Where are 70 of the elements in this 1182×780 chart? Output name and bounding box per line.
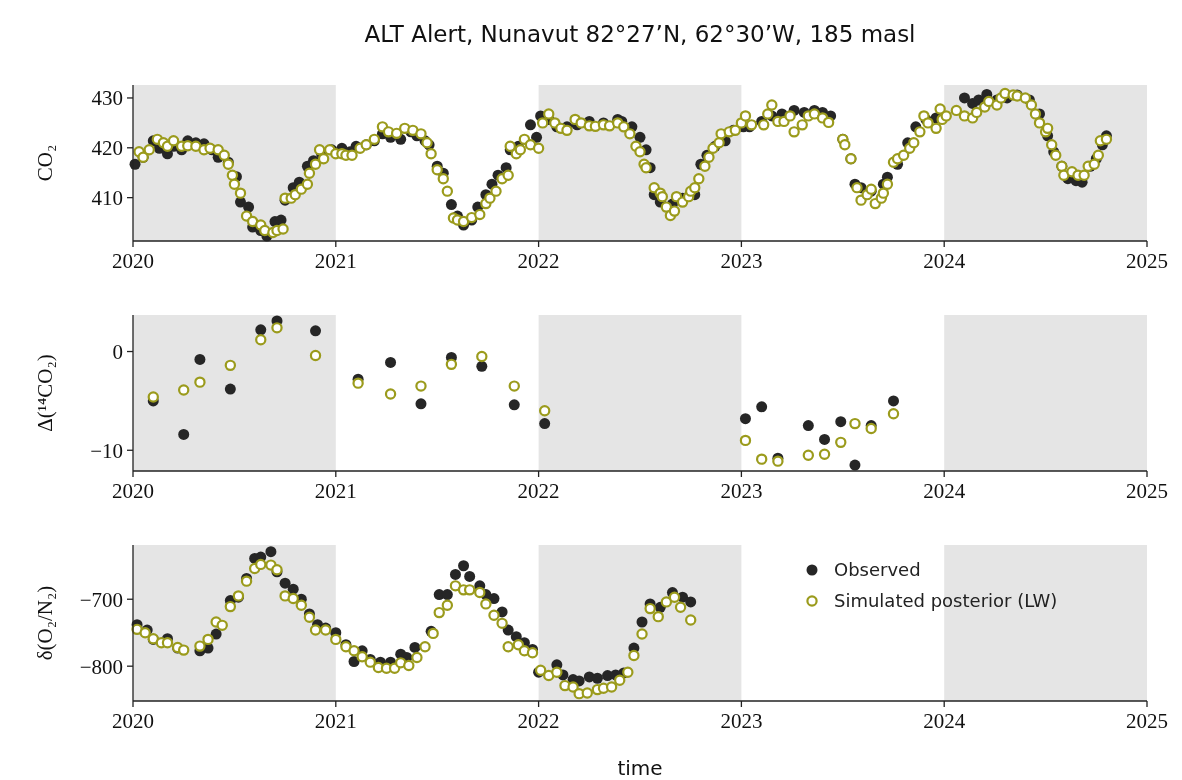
x-tick-label: 2022: [517, 479, 560, 503]
point: [835, 416, 847, 428]
x-tick-label: 2022: [517, 249, 560, 273]
point: [255, 333, 267, 346]
point: [755, 453, 768, 465]
x-tick-label: 2024: [923, 249, 966, 273]
point: [802, 420, 814, 432]
point: [255, 324, 267, 336]
legend-label: Simulated posterior (LW): [834, 590, 1058, 612]
x-tick-label: 2021: [314, 479, 357, 503]
point: [352, 377, 364, 389]
point: [818, 448, 831, 460]
point: [476, 360, 488, 372]
point: [147, 391, 159, 403]
x-tick-label: 2024: [923, 479, 966, 503]
point: [819, 433, 831, 445]
x-tick-label: 2023: [720, 709, 763, 733]
point: [739, 413, 751, 425]
point: [271, 322, 283, 334]
point: [415, 380, 427, 392]
y-axis-title: CO₂: [33, 144, 57, 182]
point: [194, 353, 206, 365]
point: [385, 356, 397, 368]
point: [178, 428, 190, 440]
point: [445, 358, 458, 371]
x-tick-label: 2024: [923, 709, 966, 733]
point: [756, 401, 768, 413]
point: [849, 417, 861, 430]
point: [310, 325, 322, 337]
chart-title: ALT Alert, Nunavut 82°27’N, 62°30’W, 185 masl: [364, 21, 916, 47]
point: [508, 380, 520, 392]
point: [538, 405, 551, 417]
point: [194, 376, 206, 388]
point: [739, 434, 752, 447]
x-axis-title: time: [617, 756, 663, 780]
y-tick-label: 430: [91, 86, 123, 111]
x-tick-label: 2021: [314, 249, 357, 273]
y-axis-title: δ(O₂/N₂): [33, 585, 57, 661]
x-tick-label: 2023: [720, 479, 763, 503]
x-tick-label: 2025: [1126, 709, 1168, 733]
x-tick-label: 2020: [112, 709, 154, 733]
y-tick-label: −800: [79, 654, 123, 679]
x-tick-label: 2020: [112, 479, 154, 503]
point: [415, 398, 427, 410]
y-tick-label: 0: [112, 339, 123, 364]
point: [224, 383, 236, 395]
point: [539, 418, 551, 430]
point: [476, 350, 488, 363]
y-tick-label: 420: [91, 136, 123, 161]
point: [384, 388, 397, 400]
x-tick-label: 2025: [1126, 479, 1168, 503]
y-axis-title: Δ(¹⁴CO₂): [33, 354, 57, 432]
point: [888, 395, 899, 407]
point: [309, 349, 322, 362]
x-tick-label: 2023: [720, 249, 763, 273]
point: [802, 449, 815, 461]
x-tick-label: 2022: [517, 709, 560, 733]
y-tick-label: −700: [79, 587, 123, 612]
point: [887, 408, 900, 420]
y-tick-label: −10: [90, 438, 123, 463]
point: [224, 359, 237, 372]
x-tick-label: 2025: [1126, 249, 1168, 273]
legend-label: Observed: [834, 559, 921, 581]
y-tick-label: 410: [91, 185, 123, 210]
x-tick-label: 2021: [314, 709, 357, 733]
point: [178, 384, 190, 396]
point: [835, 436, 847, 449]
point: [508, 399, 520, 411]
x-tick-label: 2020: [112, 249, 154, 273]
point: [849, 459, 861, 471]
